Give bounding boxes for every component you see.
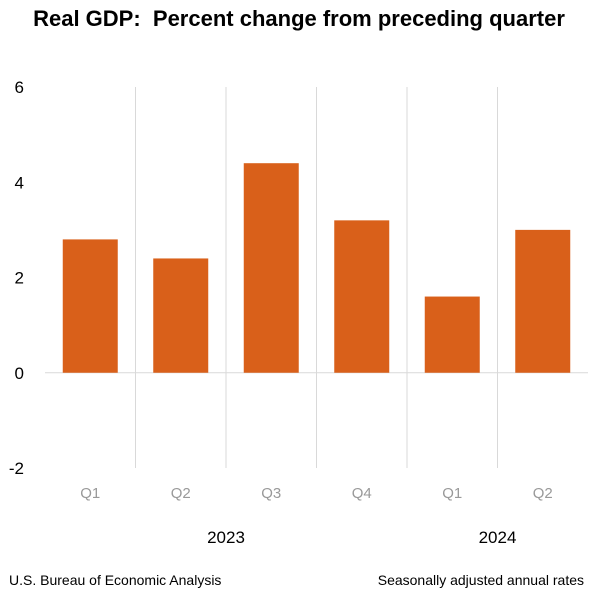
bar xyxy=(153,258,209,373)
x-tick-label: Q2 xyxy=(533,485,553,502)
x-tick-label: Q4 xyxy=(352,485,372,502)
bars xyxy=(62,163,571,373)
group-separators xyxy=(135,87,498,468)
bar xyxy=(515,229,571,373)
bar xyxy=(62,239,118,373)
y-tick-label: -2 xyxy=(9,459,24,478)
year-group-labels: 2023 2024 xyxy=(207,528,516,547)
y-tick-label: 6 xyxy=(15,78,24,97)
y-tick-label: 2 xyxy=(15,269,24,288)
bar xyxy=(243,163,299,373)
y-axis-tick-labels: -2 0 2 4 6 xyxy=(9,78,24,478)
bar xyxy=(334,220,390,373)
x-tick-label: Q1 xyxy=(442,485,462,502)
year-label: 2024 xyxy=(479,528,517,547)
year-label: 2023 xyxy=(207,528,245,547)
x-tick-label: Q2 xyxy=(171,485,191,502)
source-note: U.S. Bureau of Economic Analysis xyxy=(9,572,222,588)
bar xyxy=(424,296,480,373)
x-tick-label: Q1 xyxy=(80,485,100,502)
x-tick-label: Q3 xyxy=(261,485,281,502)
chart-title: Real GDP: Percent change from preceding … xyxy=(33,6,565,31)
y-tick-label: 0 xyxy=(15,364,24,383)
x-axis-tick-labels: Q1 Q2 Q3 Q4 Q1 Q2 xyxy=(80,485,553,502)
y-tick-label: 4 xyxy=(15,173,24,192)
rate-note: Seasonally adjusted annual rates xyxy=(377,572,584,588)
